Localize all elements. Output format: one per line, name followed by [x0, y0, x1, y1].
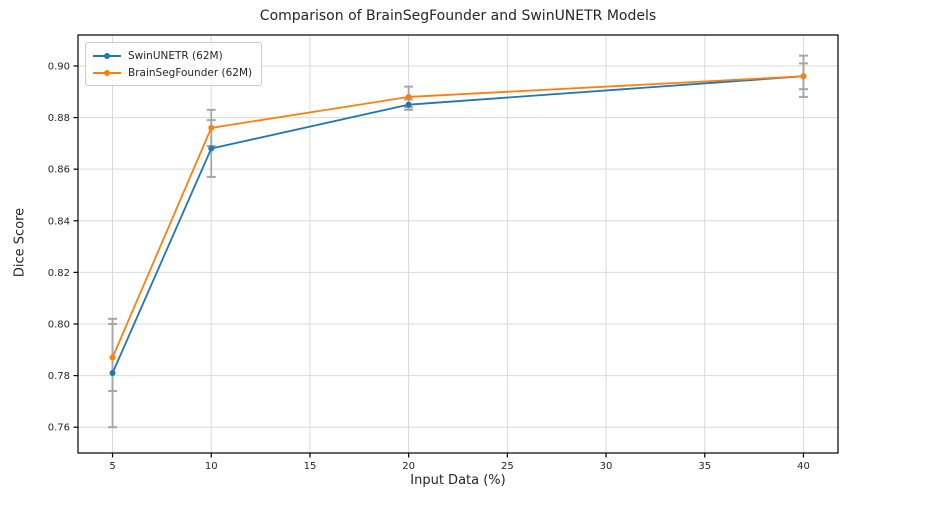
legend-item-brainsegfounder: BrainSegFounder (62M) [93, 64, 252, 81]
data-point-marker [405, 101, 412, 108]
plot-spines [77, 34, 839, 454]
data-point-marker [208, 145, 215, 152]
x-tick-label: 25 [501, 461, 514, 472]
series-line-0 [111, 75, 804, 374]
y-tick-label: 0.80 [48, 319, 70, 330]
x-tick-label: 10 [205, 461, 218, 472]
x-tick-label: 20 [402, 461, 415, 472]
y-tick-label: 0.84 [48, 216, 70, 227]
y-tick-label: 0.90 [48, 61, 70, 72]
chart-title: Comparison of BrainSegFounder and SwinUN… [259, 8, 657, 24]
data-point-marker [109, 370, 116, 377]
y-tick-label: 0.78 [48, 371, 70, 382]
legend: SwinUNETR (62M) BrainSegFounder (62M) [85, 42, 263, 86]
y-tick-label: 0.86 [48, 165, 70, 176]
legend-line-marker-swatch [93, 69, 121, 77]
data-point-marker [109, 354, 116, 361]
y-tick-label: 0.76 [48, 423, 70, 434]
x-tick-label: 30 [600, 461, 613, 472]
y-tick-label: 0.82 [48, 268, 70, 279]
y-tick-label: 0.88 [48, 113, 70, 124]
legend-line-marker-swatch [93, 52, 121, 60]
legend-item-swinunetr: SwinUNETR (62M) [93, 47, 252, 64]
x-axis-label: Input Data (%) [410, 473, 506, 488]
x-tick-label: 5 [109, 461, 115, 472]
legend-label-swinunetr: SwinUNETR (62M) [128, 49, 223, 62]
x-tick-label: 35 [698, 461, 711, 472]
series-line-1 [111, 75, 804, 358]
data-point-marker [405, 93, 412, 100]
data-point-marker [208, 124, 215, 131]
x-tick-label: 40 [797, 461, 810, 472]
x-tick-label: 15 [304, 461, 317, 472]
data-point-marker [800, 73, 807, 80]
legend-label-brainsegfounder: BrainSegFounder (62M) [128, 66, 253, 79]
